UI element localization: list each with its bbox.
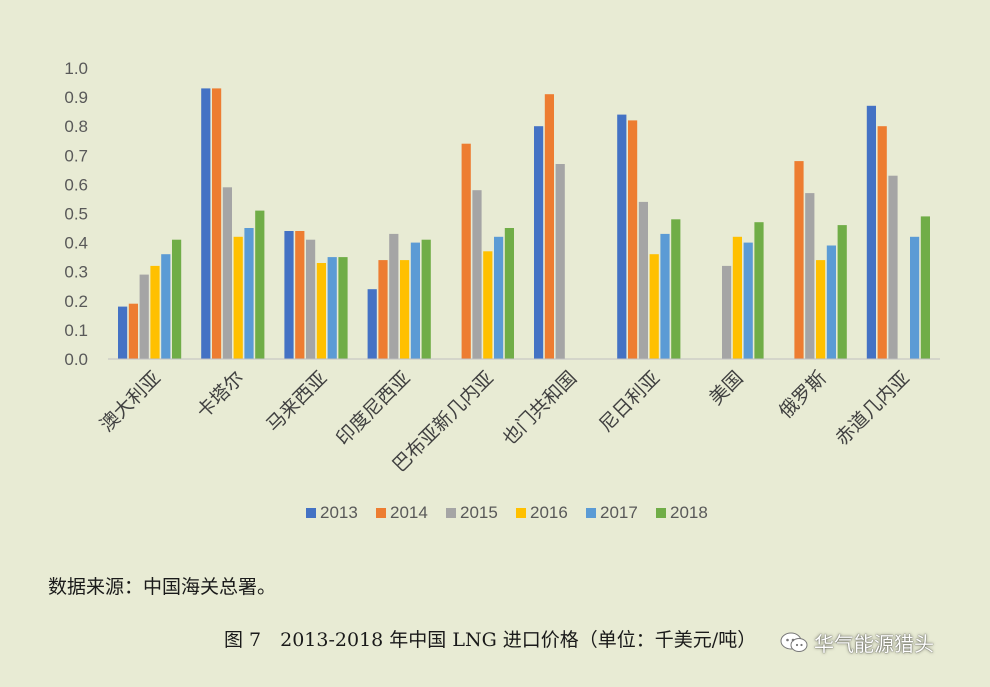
legend: 2013 2014 2015 2016 2017 2018 <box>306 503 708 522</box>
bar <box>222 187 232 359</box>
x-category-label: 印度尼西亚 <box>332 367 415 450</box>
bar <box>212 88 222 360</box>
bar <box>139 274 149 359</box>
bar <box>327 257 337 359</box>
bar <box>877 126 887 359</box>
bar <box>161 254 171 359</box>
x-category-label: 也门共和国 <box>498 367 581 450</box>
legend-label: 2014 <box>390 503 428 522</box>
x-category-label: 马来西亚 <box>262 367 331 436</box>
bar <box>389 233 399 359</box>
watermark: 华气能源猎头 <box>780 628 934 657</box>
x-category-label: 澳大利亚 <box>96 367 165 436</box>
data-source-note: 数据来源：中国海关总署。 <box>48 576 277 598</box>
bar <box>826 245 836 359</box>
legend-swatch <box>586 508 596 518</box>
y-axis: 0.0 0.1 0.2 0.3 0.4 0.5 0.6 0.7 0.8 0.9 1.0 <box>64 59 88 369</box>
bar <box>244 228 254 359</box>
legend-label: 2017 <box>600 503 638 522</box>
bar <box>638 201 648 359</box>
bar <box>660 233 670 359</box>
legend-label: 2013 <box>320 503 358 522</box>
y-tick-label: 0.8 <box>64 117 88 136</box>
bar <box>805 193 815 359</box>
bar <box>504 228 514 359</box>
bar <box>295 231 305 359</box>
watermark-text: 华气能源猎头 <box>814 632 934 656</box>
y-tick-label: 0.9 <box>64 88 88 107</box>
bar <box>555 164 565 359</box>
y-tick-label: 0.6 <box>64 175 88 194</box>
x-category-label: 尼日利亚 <box>595 367 664 436</box>
y-tick-label: 0.4 <box>64 234 88 253</box>
bar <box>816 260 826 359</box>
x-category-label: 美国 <box>705 367 747 409</box>
bar <box>837 225 847 359</box>
y-tick-label: 0.1 <box>64 321 88 340</box>
legend-label: 2018 <box>670 503 708 522</box>
legend-swatch <box>446 508 456 518</box>
bar <box>483 251 493 359</box>
bar <box>150 265 160 359</box>
bar <box>400 260 410 359</box>
chat-bubble-icon <box>780 632 808 652</box>
bar <box>866 105 876 359</box>
y-tick-label: 0.0 <box>64 350 88 369</box>
bars <box>118 88 930 360</box>
x-category-label: 赤道几内亚 <box>831 367 914 450</box>
bar <box>233 236 243 359</box>
bar <box>128 303 138 359</box>
figure-caption: 图 7 2013-2018 年中国 LNG 进口价格（单位：千美元/吨） <box>224 629 757 651</box>
legend-swatch <box>516 508 526 518</box>
legend-swatch <box>376 508 386 518</box>
legend-label: 2016 <box>530 503 568 522</box>
bar <box>754 222 764 359</box>
legend-swatch <box>656 508 666 518</box>
bar <box>255 210 265 359</box>
bar <box>410 242 420 359</box>
legend-swatch <box>306 508 316 518</box>
bar <box>920 216 930 359</box>
bar <box>378 260 388 359</box>
bar <box>722 265 732 359</box>
bar <box>888 175 898 359</box>
bar <box>461 143 471 359</box>
bar <box>421 239 431 359</box>
y-tick-label: 1.0 <box>64 59 88 78</box>
bar <box>628 120 638 360</box>
bar <box>472 190 482 359</box>
y-tick-label: 0.7 <box>64 146 88 165</box>
y-tick-label: 0.2 <box>64 292 88 311</box>
bar <box>794 161 804 359</box>
bar <box>617 114 627 359</box>
bar <box>671 219 681 359</box>
x-category-label: 卡塔尔 <box>192 367 248 423</box>
bar <box>910 236 920 359</box>
bar <box>316 263 326 359</box>
bar <box>306 239 316 359</box>
y-tick-label: 0.3 <box>64 263 88 282</box>
bar <box>649 254 659 359</box>
bar <box>118 306 128 359</box>
bar <box>494 236 504 359</box>
y-tick-label: 0.5 <box>64 205 88 224</box>
bar <box>284 231 294 359</box>
bar <box>338 257 348 359</box>
bar <box>534 126 544 359</box>
x-category-label: 俄罗斯 <box>775 367 831 423</box>
bar <box>732 236 742 359</box>
bar <box>201 88 211 360</box>
bar <box>172 239 182 359</box>
bar <box>743 242 753 359</box>
bar-chart: 0.0 0.1 0.2 0.3 0.4 0.5 0.6 0.7 0.8 0.9 1.0 澳大利亚 卡塔… <box>64 59 940 522</box>
legend-label: 2015 <box>460 503 498 522</box>
bar <box>544 94 554 359</box>
bar <box>367 289 377 359</box>
